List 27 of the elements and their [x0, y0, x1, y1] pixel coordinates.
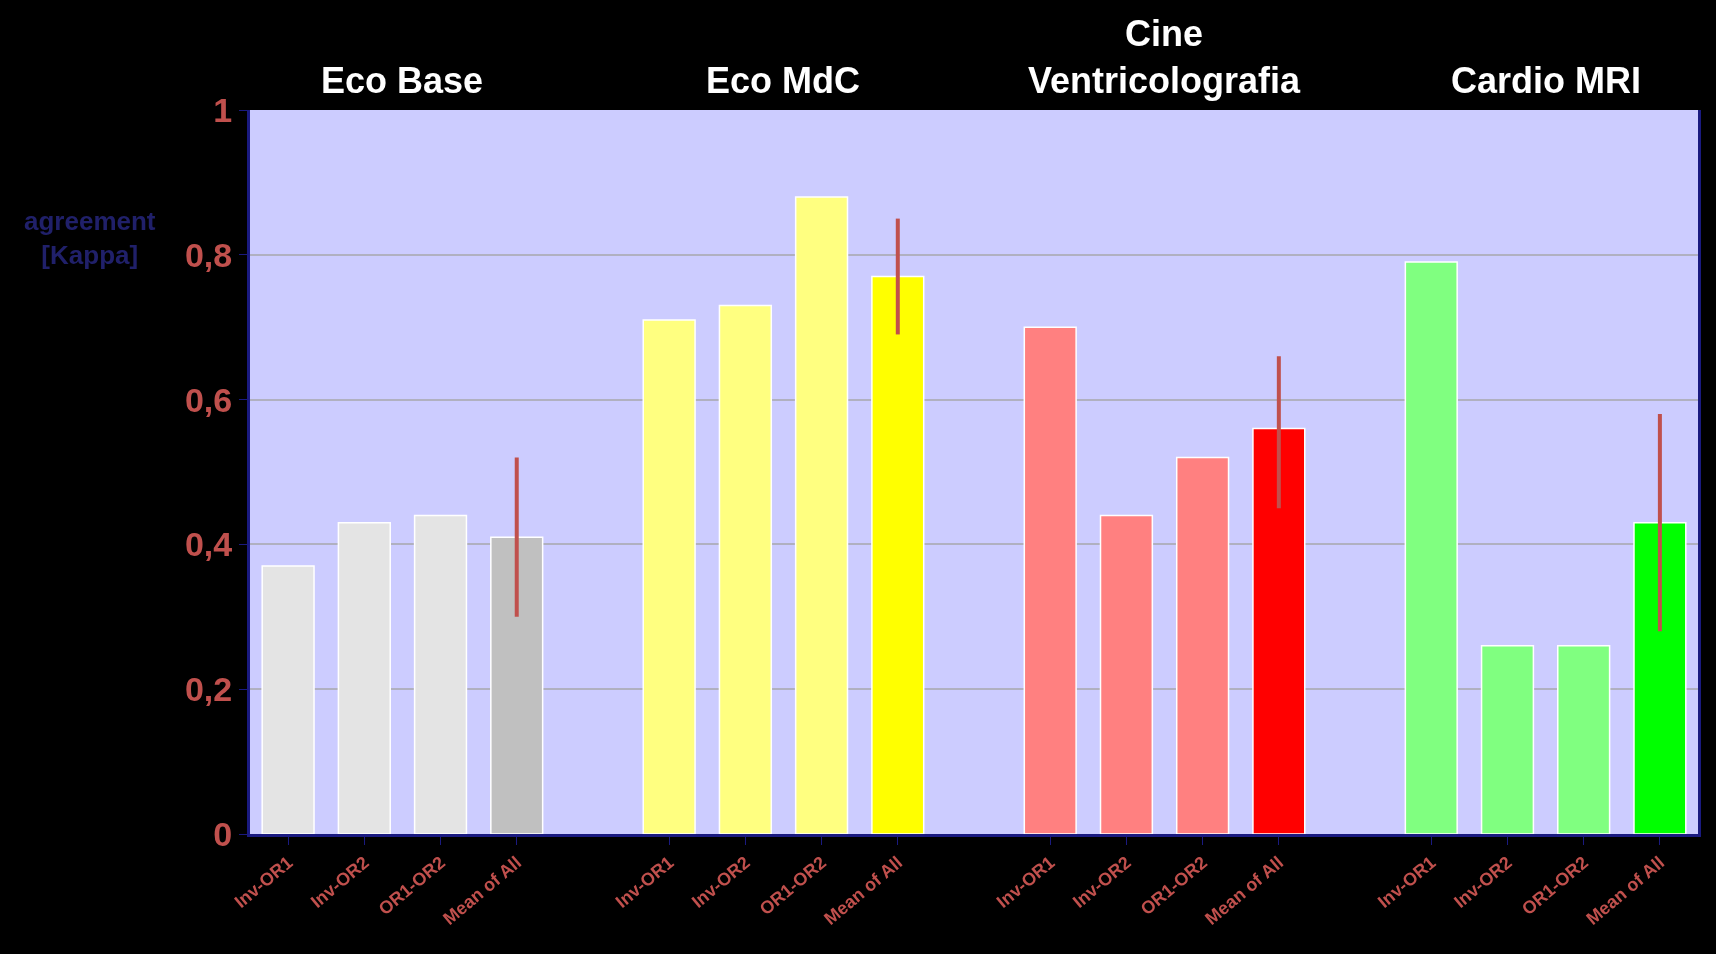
y-tick-label: 0,8 [184, 235, 233, 274]
bar [871, 275, 925, 834]
bar [642, 319, 696, 834]
bar [490, 536, 544, 834]
y-tick-label: 0 [213, 814, 233, 853]
y-tick-label: 0,6 [184, 380, 233, 419]
bar [1099, 514, 1154, 834]
y-tick-label: 0,4 [184, 525, 233, 564]
bar [337, 521, 391, 834]
y-axis-title: agreement [Kappa] [24, 206, 156, 270]
text: Eco MdC [706, 60, 861, 101]
bar [794, 196, 849, 834]
bar [1480, 645, 1535, 834]
bar [718, 304, 773, 834]
bar [1252, 427, 1306, 834]
text: Eco Base [321, 60, 484, 101]
bar [261, 565, 315, 834]
bar [1023, 326, 1077, 834]
text: Cardio MRI [1451, 60, 1642, 101]
y-tick-label: 0,2 [184, 670, 233, 709]
text: Cine Ventricolografia [1028, 13, 1302, 101]
bar [1633, 521, 1687, 834]
bar [1175, 456, 1230, 834]
bar [413, 514, 468, 834]
bar [1404, 261, 1458, 834]
y-tick-label: 1 [213, 90, 233, 129]
bar [1557, 645, 1611, 834]
